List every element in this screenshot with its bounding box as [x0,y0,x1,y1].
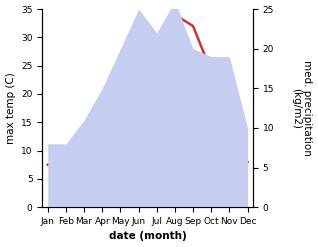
Y-axis label: med. precipitation
(kg/m2): med. precipitation (kg/m2) [291,60,313,156]
Y-axis label: max temp (C): max temp (C) [5,72,16,144]
X-axis label: date (month): date (month) [109,231,187,242]
